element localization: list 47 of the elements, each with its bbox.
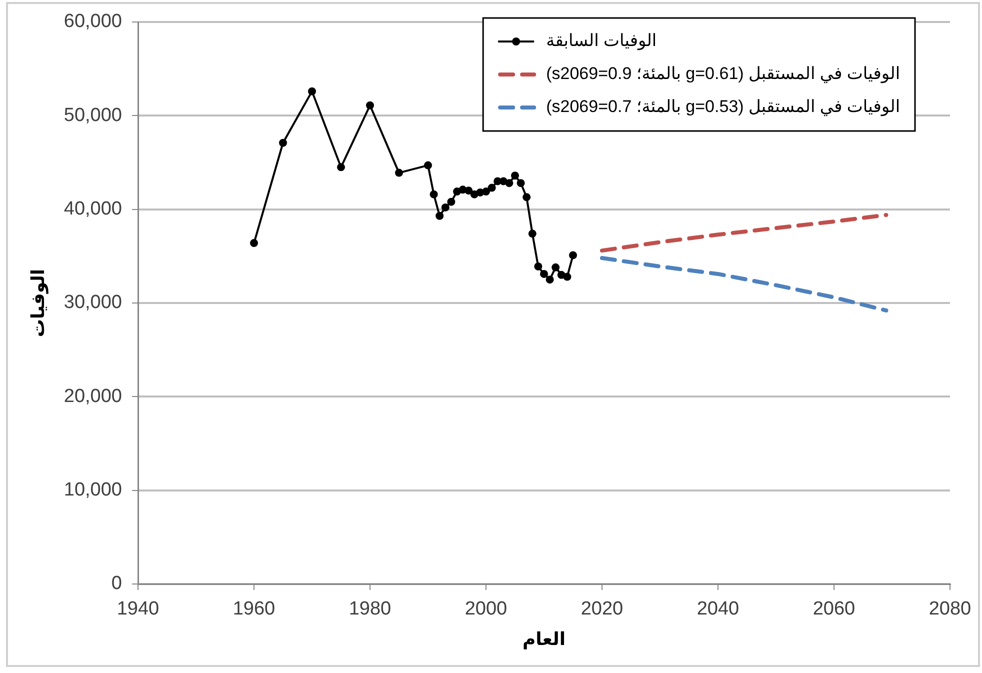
point — [522, 193, 531, 202]
point — [528, 230, 536, 238]
x-tick-label: 1960 — [232, 598, 276, 620]
point — [395, 168, 403, 177]
point — [250, 239, 258, 248]
y-tick-label: 10,000 — [64, 480, 122, 501]
y-tick-label: 0 — [111, 573, 122, 594]
point — [552, 263, 560, 272]
x-tick-label: 2040 — [696, 598, 740, 620]
y-tick-label: 20,000 — [64, 386, 122, 407]
point — [424, 161, 432, 170]
y-tick-label: 60,000 — [64, 11, 122, 32]
x-tick-label: 1980 — [348, 598, 392, 620]
point — [279, 138, 287, 147]
x-tick-label: 2020 — [580, 598, 624, 620]
x-axis-title: العام — [522, 629, 566, 650]
point — [563, 272, 572, 281]
point — [516, 179, 525, 188]
point — [337, 163, 345, 172]
y-tick-label: 50,000 — [64, 104, 122, 126]
legend-label: الوفيات في المستقبل (g=0.53 بالمئة؛ s2069=0.7) — [546, 97, 900, 118]
point — [546, 276, 554, 284]
point — [505, 179, 514, 188]
y-tick-label: 30,000 — [64, 292, 122, 314]
point — [366, 101, 374, 110]
point — [447, 198, 456, 206]
point — [464, 186, 473, 195]
point — [511, 172, 519, 180]
x-tick-label: 2000 — [464, 598, 508, 620]
point — [430, 190, 438, 198]
point — [482, 188, 490, 196]
point — [441, 203, 450, 212]
point — [569, 251, 577, 260]
point — [308, 87, 316, 96]
line-series — [600, 256, 888, 312]
legend-label: الوفيات السابقة — [546, 31, 657, 52]
point — [540, 270, 548, 278]
point — [488, 184, 496, 192]
x-tick-label: 1940 — [116, 598, 160, 620]
x-tick-label: 2080 — [928, 598, 972, 620]
point — [436, 212, 444, 220]
point — [534, 262, 542, 270]
y-axis-title: الوفيات — [28, 268, 49, 338]
line-series — [600, 212, 888, 253]
legend-label: الوفيات في المستقبل (g=0.61 بالمئة؛ s2069=0.9) — [546, 64, 900, 84]
x-tick-label: 2060 — [812, 598, 856, 620]
y-tick-label: 40,000 — [64, 198, 122, 220]
